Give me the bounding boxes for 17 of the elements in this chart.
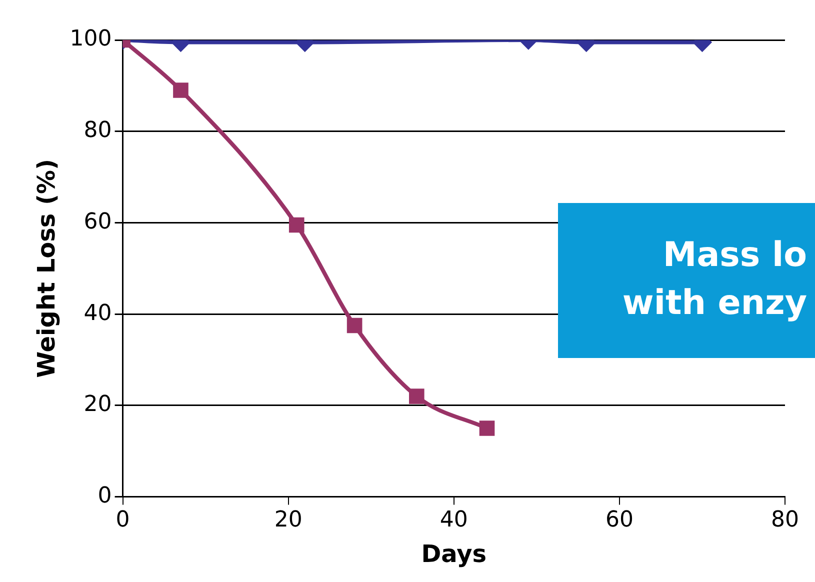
point (408, 388, 424, 404)
y-tick-label: 80 (84, 118, 112, 144)
y-tick-label: 60 (84, 209, 112, 234)
point (479, 420, 495, 436)
x-axis-title: Days (421, 540, 487, 568)
point (346, 318, 362, 334)
x-tick-label: 60 (605, 508, 634, 533)
annotation: Mass lo with enzy (558, 203, 815, 358)
x-tick-label: 40 (440, 508, 468, 533)
y-tick-label: 0 (98, 484, 112, 509)
x-tick-label: 20 (274, 508, 302, 533)
y-axis-title: Weight Loss (%) (32, 158, 61, 378)
y-tick-label: 40 (84, 300, 112, 326)
y-tick-label: 20 (84, 392, 112, 418)
y-tick-label: 100 (70, 26, 112, 52)
x-tick-label: 0 (116, 508, 130, 533)
x-tick-label: 80 (771, 508, 799, 533)
